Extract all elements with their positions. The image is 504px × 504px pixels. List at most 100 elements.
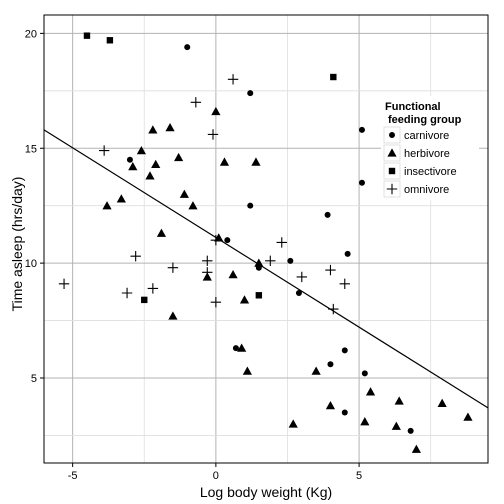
omnivore-point [210, 234, 222, 246]
omnivore-point [147, 283, 159, 294]
y-tick-label: 20 [25, 28, 37, 40]
carnivore-point [361, 370, 368, 377]
omnivore-point [207, 129, 219, 140]
carnivore-point [184, 44, 191, 51]
legend-key-insectivore [388, 167, 396, 175]
x-tick-label: 0 [213, 470, 219, 482]
carnivore-point [287, 257, 294, 264]
carnivore-point [327, 361, 334, 368]
herbivore-point [148, 125, 158, 134]
herbivore-point [128, 162, 138, 171]
legend-title-line2: feeding group [388, 114, 462, 126]
herbivore-point [411, 444, 421, 453]
omnivore-point [130, 251, 141, 262]
y-tick-label: 10 [25, 258, 37, 270]
herbivore-point [311, 366, 321, 375]
legend-label-carnivore: carnivore [404, 130, 449, 142]
herbivore-point [251, 157, 261, 166]
y-axis-title: Time asleep (hrs/day) [9, 177, 25, 312]
herbivore-point [228, 270, 238, 279]
regression-line [43, 129, 489, 409]
carnivore-point [341, 409, 348, 416]
y-tick-label: 15 [25, 143, 37, 155]
omnivore-point [328, 303, 339, 315]
legend-key-herbivore [387, 148, 397, 157]
herbivore-point [288, 419, 298, 428]
carnivore-point [358, 179, 365, 186]
omnivore-point [167, 262, 179, 273]
herbivore-point [102, 201, 112, 210]
legend-key-carnivore [389, 132, 395, 138]
legend-label-herbivore: herbivore [404, 148, 450, 160]
herbivore-point [136, 145, 146, 155]
omnivore-point [210, 296, 222, 308]
legend-label-omnivore: omnivore [404, 184, 449, 196]
legend: Functional feeding group carnivore herbiv… [381, 96, 479, 200]
legend-label-insectivore: insectivore [404, 166, 457, 178]
carnivore-point [247, 90, 254, 97]
herbivore-point [254, 258, 264, 267]
carnivore-point [324, 211, 331, 218]
herbivore-point [437, 398, 447, 407]
data-points [58, 32, 473, 453]
omnivore-point [98, 145, 110, 156]
herbivore-point [214, 233, 224, 242]
omnivore-point [58, 278, 70, 289]
carnivore-point [247, 202, 254, 209]
omnivore-point [202, 255, 213, 267]
carnivore-point [126, 156, 133, 163]
x-tick-label: 5 [356, 470, 362, 482]
legend-key-omnivore [386, 183, 398, 195]
x-tick-label: -5 [68, 470, 78, 482]
omnivore-point [325, 264, 336, 276]
herbivore-point [394, 396, 404, 405]
regression-line-group [43, 129, 489, 409]
omnivore-point [121, 287, 133, 299]
y-tick-label: 5 [31, 373, 37, 385]
carnivore-point [341, 347, 348, 354]
herbivore-point [242, 366, 252, 375]
y-axis-ticks: 5 10 15 20 [25, 28, 44, 385]
herbivore-point [325, 400, 336, 410]
insectivore-point [83, 32, 91, 39]
herbivore-point [239, 295, 250, 304]
herbivore-point [174, 152, 184, 162]
herbivore-point [188, 201, 198, 210]
herbivore-point [391, 421, 401, 430]
herbivore-point [179, 189, 189, 198]
legend-items: carnivore herbivore insectivore omnivore [383, 126, 457, 198]
herbivore-point [168, 311, 178, 320]
omnivore-point [227, 74, 239, 85]
carnivore-point [407, 427, 414, 434]
plot-panel-border [43, 14, 489, 464]
omnivore-point [190, 97, 202, 108]
insectivore-point [330, 73, 337, 81]
insectivore-point [255, 292, 263, 299]
omnivore-point [296, 271, 308, 283]
omnivore-point [339, 278, 350, 289]
omnivore-point [202, 267, 213, 278]
herbivore-point [165, 122, 175, 132]
herbivore-point [156, 228, 167, 237]
herbivore-point [463, 412, 473, 421]
carnivore-point [224, 237, 231, 244]
grid [44, 15, 488, 463]
herbivore-point [360, 417, 370, 426]
herbivore-point [237, 343, 247, 352]
carnivore-point [344, 250, 351, 257]
carnivore-point [358, 126, 365, 133]
x-axis-title: Log body weight (Kg) [200, 484, 332, 500]
omnivore-point [265, 255, 276, 267]
omnivore-point [276, 237, 287, 248]
legend-title-line1: Functional [385, 101, 441, 113]
carnivore-point [232, 345, 239, 352]
carnivore-point [295, 289, 302, 296]
herbivore-point [219, 157, 230, 166]
x-axis-ticks: -5 0 5 [68, 463, 362, 482]
herbivore-point [145, 171, 155, 180]
insectivore-point [141, 296, 148, 304]
herbivore-point [365, 387, 376, 396]
herbivore-point [116, 194, 126, 203]
insectivore-point [106, 37, 114, 44]
